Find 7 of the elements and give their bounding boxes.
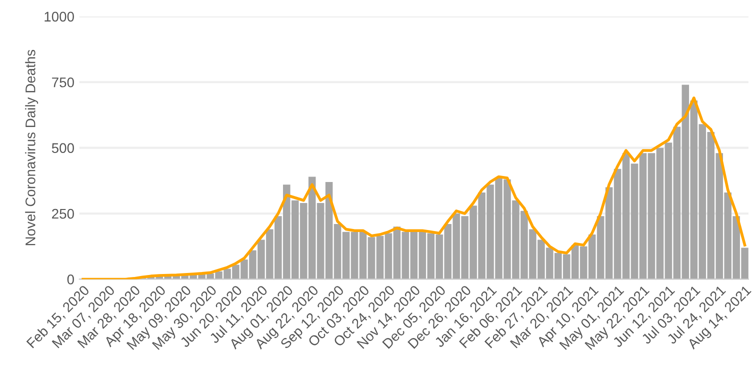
y-axis-title: Novel Coronavirus Daily Deaths xyxy=(25,50,38,246)
line-series xyxy=(82,96,746,280)
y-tick-label: 1000 xyxy=(44,12,74,22)
y-tick-label: 500 xyxy=(52,143,74,153)
y-tick-label: 0 xyxy=(67,274,74,284)
y-tick-label: 250 xyxy=(52,208,74,219)
y-tick-label: 750 xyxy=(52,77,74,88)
